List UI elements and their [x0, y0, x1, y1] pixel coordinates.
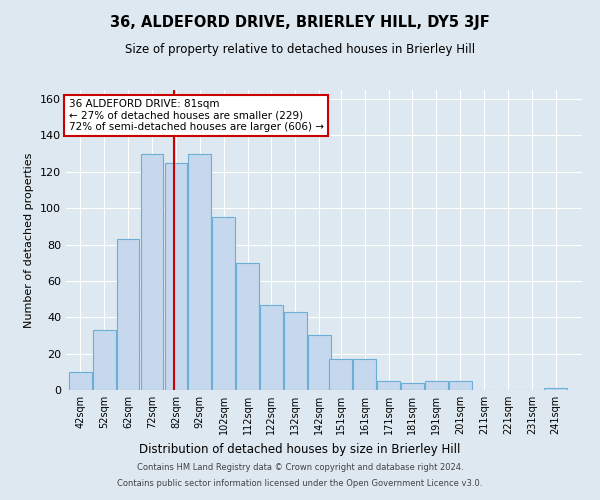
- Bar: [401, 382, 424, 390]
- Text: Size of property relative to detached houses in Brierley Hill: Size of property relative to detached ho…: [125, 42, 475, 56]
- Bar: [544, 388, 567, 390]
- Bar: [425, 381, 448, 390]
- Text: 36, ALDEFORD DRIVE, BRIERLEY HILL, DY5 3JF: 36, ALDEFORD DRIVE, BRIERLEY HILL, DY5 3…: [110, 15, 490, 30]
- Bar: [449, 381, 472, 390]
- Bar: [308, 336, 331, 390]
- Y-axis label: Number of detached properties: Number of detached properties: [25, 152, 34, 328]
- Text: Contains HM Land Registry data © Crown copyright and database right 2024.: Contains HM Land Registry data © Crown c…: [137, 464, 463, 472]
- Bar: [117, 239, 139, 390]
- Text: 36 ALDEFORD DRIVE: 81sqm
← 27% of detached houses are smaller (229)
72% of semi-: 36 ALDEFORD DRIVE: 81sqm ← 27% of detach…: [68, 99, 323, 132]
- Bar: [69, 372, 92, 390]
- Bar: [260, 304, 283, 390]
- Bar: [284, 312, 307, 390]
- Bar: [329, 359, 352, 390]
- Text: Distribution of detached houses by size in Brierley Hill: Distribution of detached houses by size …: [139, 442, 461, 456]
- Bar: [164, 162, 187, 390]
- Bar: [212, 218, 235, 390]
- Bar: [188, 154, 211, 390]
- Bar: [93, 330, 116, 390]
- Text: Contains public sector information licensed under the Open Government Licence v3: Contains public sector information licen…: [118, 478, 482, 488]
- Bar: [236, 262, 259, 390]
- Bar: [353, 359, 376, 390]
- Bar: [377, 381, 400, 390]
- Bar: [140, 154, 163, 390]
